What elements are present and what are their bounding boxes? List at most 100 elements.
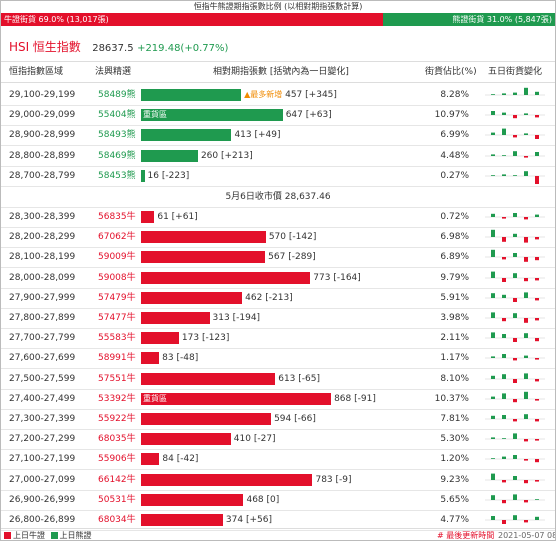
five-day-bar — [524, 318, 528, 323]
five-day-chart — [485, 111, 545, 119]
five-day-chart — [485, 391, 545, 402]
tag: ▲最多新增 — [244, 90, 283, 99]
five-day-bar — [513, 213, 517, 217]
count: 462 — [245, 292, 263, 303]
column-header: 街貨佔比(%) — [425, 67, 477, 77]
five-day-bar — [502, 438, 506, 440]
range: 27,900-27,999 — [9, 292, 76, 303]
warrant-code: 58493熊 — [98, 130, 136, 141]
five-day-chart — [485, 473, 545, 483]
count: 594 — [274, 414, 292, 424]
bar — [141, 493, 244, 506]
count: 83 — [162, 353, 174, 364]
change: [-9] — [335, 474, 352, 485]
warrant-code: 57551牛 — [98, 373, 136, 384]
five-day-bar — [513, 272, 517, 278]
range: 27,000-27,099 — [9, 474, 76, 485]
title: 恒指牛熊證期指張數比例 (以相對期指張數計算) — [193, 2, 363, 11]
five-day-chart — [485, 128, 545, 140]
legend-swatch — [4, 532, 11, 539]
change: [+213] — [221, 150, 253, 161]
five-day-bar — [524, 391, 528, 399]
warrant-code: 68034牛 — [98, 515, 136, 525]
five-day-bar — [513, 475, 517, 480]
five-day-bar — [535, 277, 539, 280]
five-day-bar — [491, 153, 495, 156]
count: 260 — [200, 150, 219, 161]
warrant-code: 68035牛 — [98, 434, 136, 445]
five-day-bar — [524, 237, 528, 243]
change: [-66] — [294, 414, 316, 424]
bar — [141, 129, 232, 142]
warrant-code: 58469熊 — [98, 150, 136, 161]
change: [0] — [266, 494, 280, 505]
five-day-bar — [524, 520, 528, 523]
change: [-142] — [288, 232, 317, 243]
count: 16 — [147, 170, 159, 181]
close-price: 5月6日收市價 28,637.46 — [1, 187, 555, 208]
warrant-code: 55583牛 — [98, 333, 136, 344]
warrant-code: 57477牛 — [98, 313, 136, 323]
five-day-bar — [513, 378, 517, 383]
count: 457 — [285, 90, 303, 100]
count: 647 — [285, 110, 303, 121]
five-day-bar — [513, 150, 517, 156]
bar — [141, 89, 242, 101]
five-day-bar — [491, 458, 495, 460]
five-day-bar — [491, 292, 495, 298]
five-day-bar — [491, 94, 495, 95]
count: 613 — [278, 373, 296, 384]
count: 773 — [313, 272, 331, 283]
count-cell: 462 [-213] — [245, 288, 293, 308]
warrant-code: 53392牛 — [98, 393, 136, 404]
five-day-bar — [502, 354, 506, 359]
five-day-bar — [502, 257, 506, 260]
five-day-bar — [491, 437, 495, 440]
count-cell: 570 [-142] — [269, 227, 317, 247]
bar — [141, 291, 243, 304]
five-day-bar — [524, 355, 528, 359]
count-cell: 260 [+213] — [201, 146, 253, 166]
five-day-bar — [513, 135, 517, 138]
count: 468 — [246, 494, 264, 505]
warrant-code: 58489熊 — [98, 90, 136, 100]
count: 783 — [315, 474, 333, 485]
bar — [141, 149, 198, 162]
five-day-bar — [513, 338, 517, 343]
five-day-bar — [502, 112, 506, 116]
five-day-bar — [513, 494, 517, 500]
warrant-code: 55906牛 — [98, 454, 136, 465]
range: 28,100-28,199 — [9, 252, 76, 263]
bar — [141, 514, 223, 526]
five-day-bar — [502, 456, 506, 460]
five-day-bar — [524, 155, 528, 158]
share: 1.17% — [440, 353, 469, 364]
column-header: 五日街貨變化 — [488, 67, 543, 77]
table-row: 27,500-27,599 57551牛 613 [-65] 8.10% — [1, 369, 555, 390]
legend-label: 上日牛證 — [13, 531, 45, 540]
five-day-chart — [485, 414, 545, 422]
five-day-bar — [491, 132, 495, 136]
five-day-bar — [491, 213, 495, 217]
change: [+61] — [171, 212, 198, 222]
change: [-42] — [176, 454, 199, 465]
change: [-123] — [201, 333, 230, 344]
five-day-bar — [535, 419, 539, 422]
count-cell: 84 [-42] — [162, 449, 198, 469]
five-day-bar — [502, 217, 506, 219]
share: 5.30% — [440, 434, 469, 445]
five-day-chart — [485, 213, 545, 220]
five-day-bar — [524, 170, 528, 176]
five-day-bar — [535, 439, 539, 441]
table-row: 28,100-28,199 59009牛 567 [-289] 6.89% — [1, 247, 555, 269]
count: 567 — [268, 252, 286, 263]
range: 29,100-29,199 — [9, 90, 76, 100]
five-day-bar — [524, 217, 528, 220]
five-day-bar — [502, 93, 506, 95]
share: 10.97% — [434, 110, 469, 121]
share: 6.99% — [440, 130, 469, 141]
count: 410 — [233, 434, 251, 445]
five-day-bar — [535, 115, 539, 118]
five-day-chart — [485, 292, 545, 302]
range: 27,400-27,499 — [9, 393, 76, 404]
